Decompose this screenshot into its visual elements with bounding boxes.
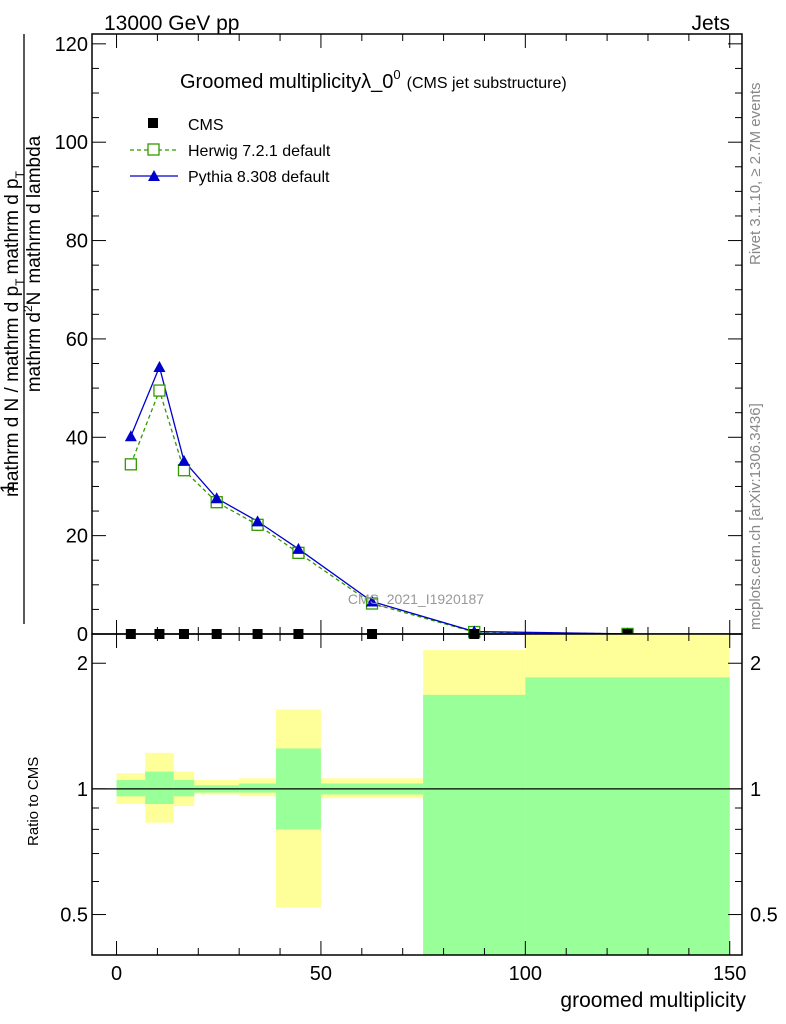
legend-label-pythia: Pythia 8.308 default (188, 169, 330, 186)
y-label-prefix: 1 (0, 483, 19, 494)
ratio-inner-band (423, 694, 526, 955)
main-y-axis: 0 20 40 60 80 100 120 (55, 34, 742, 646)
ratio-y-tick-label: 1 (77, 779, 88, 801)
main-y-tick-label: 20 (66, 526, 88, 548)
herwig-point (124, 458, 137, 471)
analysis-watermark: CMS_2021_I1920187 (348, 591, 484, 607)
ratio-x-tick-label: 150 (713, 963, 746, 985)
chart-title-superscript: 0 (393, 67, 400, 82)
ratio-inner-band (145, 771, 174, 805)
main-y-tick-label: 60 (66, 329, 88, 351)
main-y-tick-label: 100 (55, 132, 88, 154)
x-axis-label: groomed multiplicity (560, 989, 746, 1012)
ratio-y-axis-label: Ratio to CMS (25, 757, 42, 846)
header-left-label: 13000 GeV pp (104, 12, 239, 35)
main-y-tick-label: 0 (77, 624, 88, 646)
pythia-point (124, 430, 137, 442)
ratio-inner-band (173, 780, 195, 797)
ratio-inner-band (116, 780, 146, 797)
main-y-tick-label: 120 (55, 34, 88, 56)
ratio-y-tick-label-right: 0.5 (750, 905, 778, 927)
ratio-inner-band (525, 677, 730, 955)
legend-marker-pythia (148, 170, 160, 181)
main-y-tick-label: 40 (66, 427, 88, 449)
pythia-point (292, 542, 305, 554)
ratio-panel-frame (91, 633, 743, 956)
ratio-plot-area (92, 634, 742, 955)
ratio-x-tick-label: 50 (310, 963, 332, 985)
ratio-y-tick-label-right: 2 (750, 653, 761, 675)
y-label-denominator: mathrm d N / mathrm d pTmathrm d pT (2, 170, 27, 497)
legend-marker-cms (148, 118, 158, 128)
rivet-version-text: Rivet 3.1.10, ≥ 2.7M events (747, 83, 764, 266)
ratio-y-tick-label-right: 1 (750, 779, 761, 801)
main-y-axis-label: mathrm d2Nmathrm d lambda mathrm d N / m… (0, 34, 45, 624)
ratio-y-tick-label: 2 (77, 653, 88, 675)
ratio-x-tick-label: 0 (111, 963, 122, 985)
ratio-panel: 0.5 0.5 1 1 2 2 0 50 100 150 Ratio to CMS groome… (25, 633, 778, 1012)
ratio-x-tick-label: 100 (509, 963, 542, 985)
chart-title: Groomed multiplicityλ_00 (CMS jet substru… (180, 67, 567, 93)
ratio-x-axis: 0 50 100 150 (111, 634, 746, 985)
herwig-point (153, 384, 166, 397)
ratio-inner-band (239, 783, 276, 793)
pythia-point (177, 454, 190, 466)
pythia-point (210, 492, 223, 504)
pythia-point (366, 595, 379, 607)
ratio-y-axis: 0.5 0.5 1 1 2 2 (60, 653, 778, 926)
main-y-tick-label: 80 (66, 231, 88, 253)
mcplots-credit-text: mcplots.cern.ch [arXiv:1306.3436] (747, 403, 764, 630)
header-right-label: Jets (691, 12, 730, 35)
legend-marker-herwig (147, 143, 160, 156)
pythia-point (251, 515, 264, 527)
legend-label-cms: CMS (188, 117, 224, 134)
y-label-numerator: mathrm d2Nmathrm d lambda (21, 135, 45, 392)
legend-label-herwig: Herwig 7.2.1 default (188, 143, 331, 160)
ratio-y-tick-label: 0.5 (60, 905, 88, 927)
chart-title-main: Groomed multiplicityλ_0 (180, 71, 393, 93)
herwig-point (177, 464, 191, 477)
chart-title-suffix: (CMS jet substructure) (407, 75, 567, 92)
pythia-point (153, 360, 166, 372)
legend: CMS Herwig 7.2.1 default Pythia 8.308 de… (130, 117, 331, 186)
